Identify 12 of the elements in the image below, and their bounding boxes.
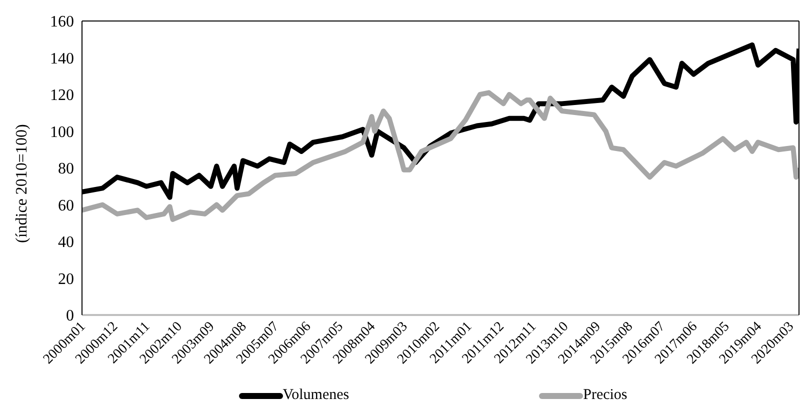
y-tick-label: 100: [50, 124, 74, 141]
y-tick-label: 40: [58, 234, 74, 252]
legend-label: Precios: [583, 387, 628, 404]
y-tick-label: 20: [58, 270, 74, 288]
y-tick-label: 160: [50, 14, 74, 31]
legend-label: Volumenes: [282, 387, 350, 404]
y-tick-label: 120: [50, 87, 74, 104]
y-tick-label: 80: [58, 160, 74, 178]
y-tick-label: 140: [50, 50, 74, 68]
y-axis-title: (índice 2010=100): [14, 124, 31, 243]
y-tick-label: 60: [58, 197, 74, 214]
y-tick-label: 0: [66, 308, 74, 325]
